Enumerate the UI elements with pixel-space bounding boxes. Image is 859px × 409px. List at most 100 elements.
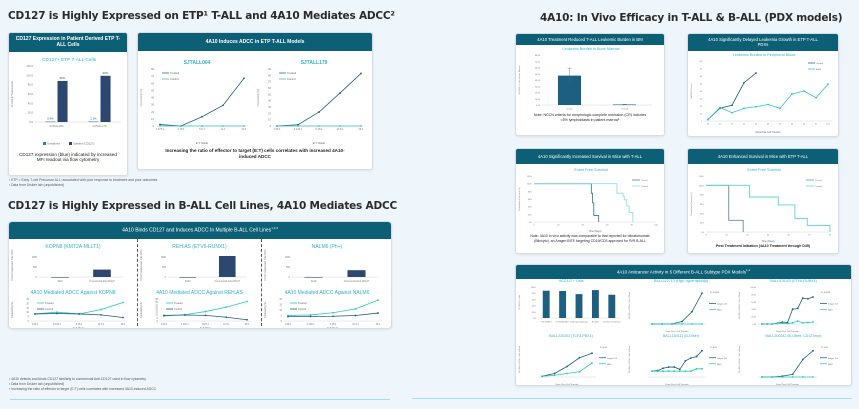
data-point: [332, 315, 334, 318]
x-axis-label: E:T Ratio: [313, 141, 326, 145]
data-point: [159, 123, 161, 126]
footnote: ¹ 4A10 detects and binds CD127 similarly…: [9, 377, 147, 381]
x-axis-label: Days Post Cell Transfer: [556, 383, 579, 386]
cd127-rehas-chart: REH.AS (ETV6-RUNX1) 0 500 1000 CD127 Express…: [140, 244, 247, 283]
y-tick-label: 50.00: [535, 74, 541, 76]
data-point: [771, 323, 774, 325]
bar: [304, 276, 323, 278]
data-point: [222, 125, 224, 128]
x-tick-label: 6.25:1: [202, 323, 209, 326]
y-tick-label: 10: [268, 118, 271, 122]
y-tick-label: 20.00: [751, 317, 756, 319]
data-point: [354, 314, 357, 317]
survival-tall-card-header: 4A10 Significantly Increased Survival in…: [516, 149, 664, 165]
chart-title: BALL200242 (B-Other; CD127mut): [766, 334, 822, 338]
y-tick-label: 20.0: [28, 110, 34, 114]
pdx-card-title: 4A10 Anticancer Activity in 5 Different …: [616, 269, 746, 275]
x-axis-label: Time (Days): [589, 230, 602, 233]
ball-cell-lines-card-title: 4A10 Binds CD127 and Induces ADCC In Mul…: [122, 227, 272, 234]
y-tick-label: 20%: [532, 312, 536, 314]
pdx-ball200242-chart: BALL200242 (B-Other; CD127mut) %hCD45+hCD…: [739, 334, 839, 385]
y-tick-label: 80: [151, 67, 154, 71]
survival-tall-card: 4A10 Significantly Increased Survival in…: [515, 148, 665, 254]
data-point: [651, 370, 653, 373]
chart-title: 4A10 Mediated ADCC Against NALM6: [285, 290, 370, 296]
data-point: [791, 373, 794, 376]
y-tick-label: 50: [268, 93, 271, 97]
y-tick-label: 0.00: [752, 324, 756, 326]
data-point: [541, 375, 543, 378]
legend-label: Isotype Ctrl: [717, 303, 728, 306]
data-point: [761, 323, 763, 325]
x-tick-label: 4A10: [311, 280, 317, 283]
x-tick-label: 25:1: [359, 127, 365, 131]
data-point: [122, 316, 124, 319]
data-point: [246, 318, 248, 321]
x-tick-label: 50: [808, 235, 811, 237]
bar: [100, 75, 111, 122]
x-tick-label: 12.5:1: [98, 323, 105, 326]
footnote: ¹ ETP = Early T-cell Precursor ALL; asso…: [9, 178, 158, 182]
y-tick-label: 80.00: [535, 55, 541, 57]
survival-curve: [706, 185, 831, 233]
data-point: [791, 321, 794, 324]
chart-title: SJTALL179: [301, 60, 328, 66]
legend-label: 4A10: [828, 309, 834, 312]
chart-title: REH.AS (ETV6-RUNX1): [172, 244, 227, 250]
pdx-ball150111-chart: BALL150111 (B-Other) %hCD45+hCD19+ Cells …: [629, 334, 728, 385]
x-axis-label: Time (Days): [762, 240, 775, 243]
y-tick-label: 80.00: [751, 294, 756, 296]
data-point: [781, 376, 784, 378]
data-point: [339, 125, 341, 128]
y-axis-label: % CD127 Expression: [10, 80, 14, 106]
data-point: [684, 360, 687, 362]
data-point: [812, 376, 814, 378]
data-point: [791, 92, 793, 95]
y-tick-label: 10: [151, 117, 154, 121]
survival-etp-card-header: 4A10 Enhanced Survival in Mice with ETP …: [688, 149, 838, 165]
data-point: [78, 312, 80, 315]
section1-footnotes: ¹ ETP = Early T-cell Precursor ALL; asso…: [9, 178, 259, 188]
data-point: [243, 125, 245, 128]
y-tick-label: 100%: [527, 184, 532, 186]
data-point: [691, 310, 693, 313]
data-point: [377, 299, 379, 301]
cd127-expression-card-header: CD127 Expression in Patient Derived ETP …: [9, 33, 127, 52]
x-tick-label: 6.25:1: [315, 127, 323, 131]
x-axis-label: E:T Ratio: [196, 141, 209, 145]
data-point: [225, 306, 228, 308]
chart-title: BALL076102 (ETV6-RUNX1): [770, 279, 817, 283]
data-point: [56, 311, 58, 314]
x-tick-label: 60: [829, 235, 832, 237]
data-point: [755, 71, 757, 74]
x-tick-label: 47: [731, 123, 734, 125]
y-tick-label: 0: [701, 121, 703, 123]
data-point: [339, 92, 341, 95]
data-point: [222, 104, 224, 107]
x-tick-label: 55: [743, 123, 746, 125]
x-tick-label: 5.5:1: [199, 127, 205, 131]
y-axis-label: Probability of Survival (%): [690, 192, 693, 216]
y-axis-label: Cytotoxicity (%): [256, 89, 260, 107]
y-tick-label: 80: [700, 61, 703, 63]
y-tick-label: 80: [268, 74, 271, 78]
data-point: [553, 372, 556, 375]
data-point: [667, 366, 670, 368]
chart-title: CD127+ ETP T-ALL Cells: [42, 57, 97, 63]
data-label: 0.9%: [47, 116, 54, 120]
legend-label: Isotype Ctrl: [828, 357, 839, 360]
y-tick-label: 80.0: [28, 82, 34, 86]
p-value-annotation: P< 0.0005: [710, 291, 720, 294]
bar: [347, 270, 366, 277]
x-tick-label: 40: [582, 225, 585, 227]
pdx-card-header: 4A10 Anticancer Activity in 5 Different …: [516, 265, 851, 279]
chart-title: BALL022713 (High-hyperdiploidy): [654, 279, 708, 283]
x-tick-label: 25:1: [121, 323, 126, 326]
legend-label: Isotype Ctrl: [828, 303, 839, 306]
data-point: [360, 72, 362, 75]
data-point: [776, 322, 779, 325]
y-tick-label: 0: [165, 276, 167, 279]
data-point: [761, 376, 763, 378]
series-line: [651, 350, 703, 372]
x-tick-label: 2.75:1: [177, 127, 185, 131]
